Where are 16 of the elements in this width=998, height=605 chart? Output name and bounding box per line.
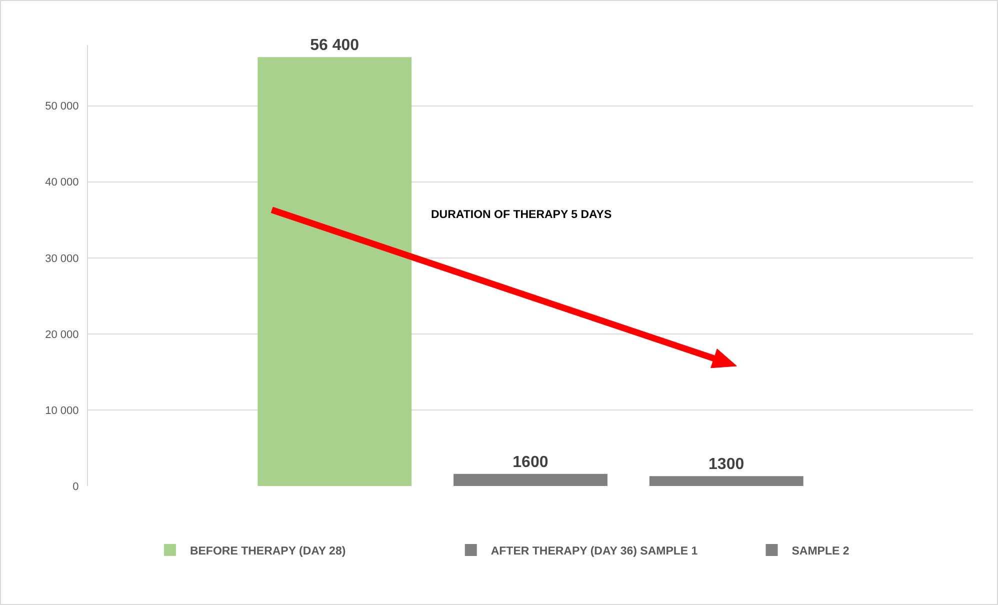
y-tick-label: 30 000: [45, 252, 79, 265]
data-label: 1300: [708, 456, 744, 474]
legend-label: SAMPLE 2: [792, 545, 850, 558]
y-tick-label: 20 000: [45, 328, 79, 341]
y-tick-label: 10 000: [45, 404, 79, 417]
bar: [258, 57, 412, 486]
data-label: 56 400: [310, 37, 360, 54]
bar: [454, 474, 608, 486]
annotation: DURATION OF THERAPY 5 DAYS: [431, 209, 612, 221]
bar: [649, 476, 804, 486]
legend-label: BEFORE THERAPY (DAY 28): [190, 545, 346, 558]
y-tick-label: 40 000: [45, 176, 79, 189]
y-tick-label: 50 000: [45, 100, 79, 113]
data-label: 1600: [512, 454, 548, 471]
y-tick-label: 0: [72, 480, 79, 493]
legend-label: AFTER THERAPY (DAY 36) SAMPLE 1: [490, 545, 698, 558]
